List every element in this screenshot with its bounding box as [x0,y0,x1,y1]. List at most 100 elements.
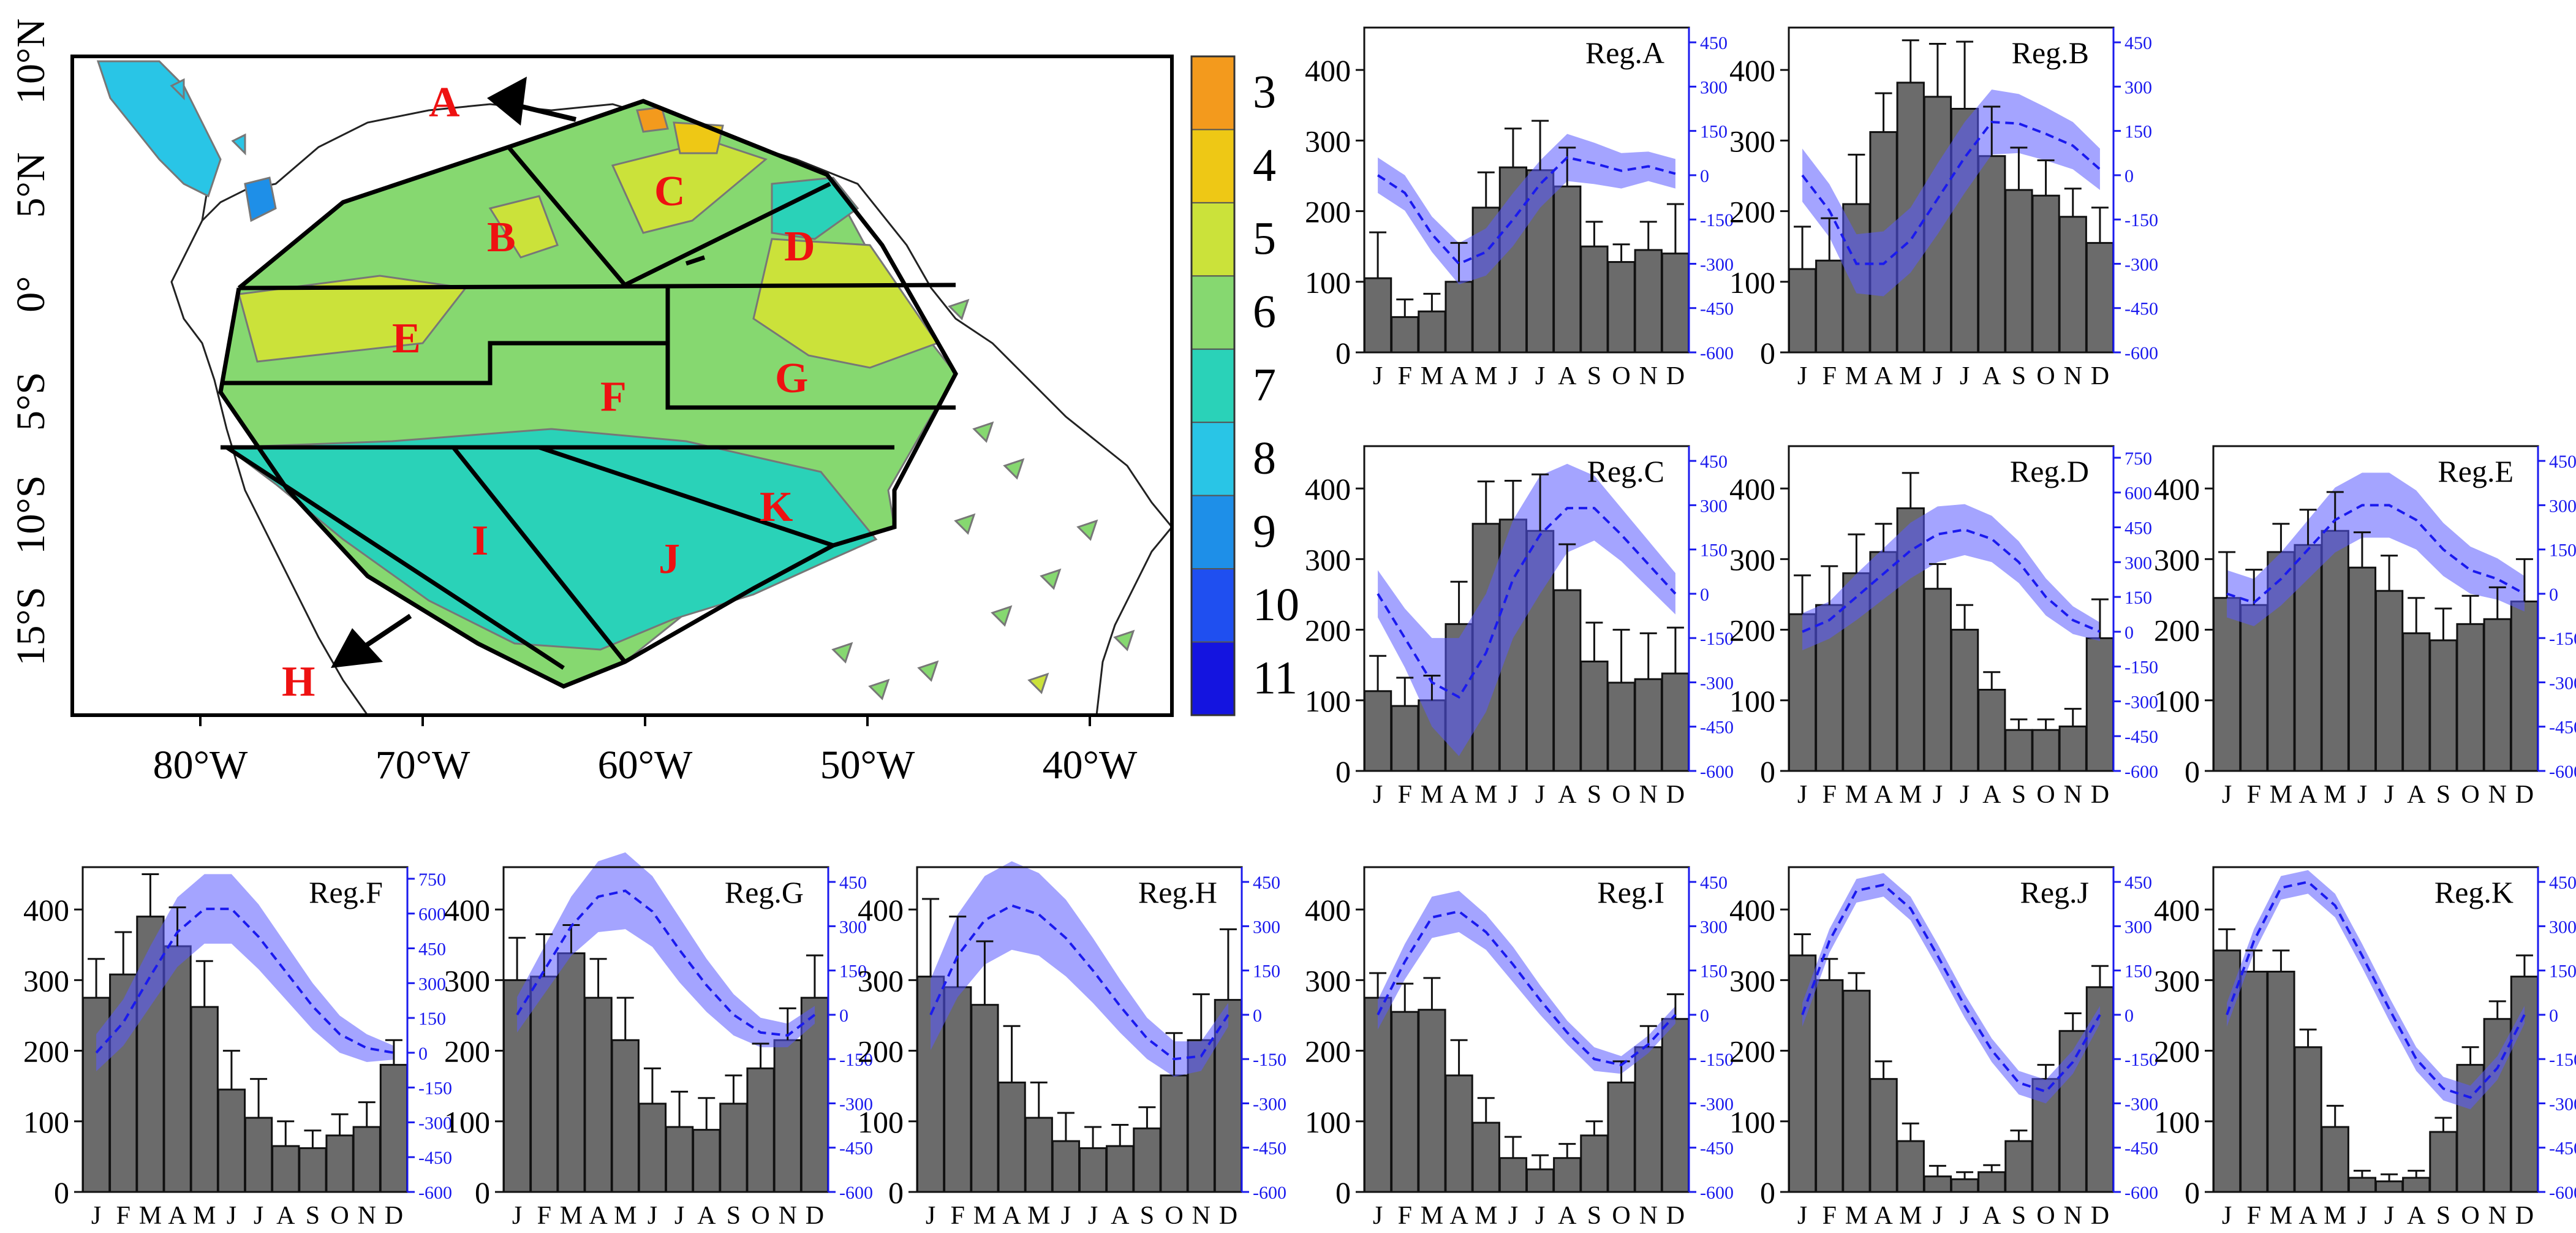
bar-j-5 [217,1088,246,1193]
y2tick-label-750: 750 [2125,449,2152,469]
colorbar-label-7: 7 [1253,360,1276,411]
bar-f-1 [2240,604,2268,772]
bar-j-6 [1525,1168,1555,1193]
xtick-label-9: O [2036,362,2055,390]
y2tick-label-300: 300 [2549,496,2576,516]
xtick-label-10: N [1192,1202,1211,1230]
y2tick-label--300: -300 [1700,1094,1734,1114]
xtick-label-1: F [116,1202,130,1230]
xtick-label-1: F [537,1202,551,1230]
xtick-label-11: D [2091,781,2109,809]
xtick-label-0: J [1797,781,1807,809]
chart-title: Reg.K [2434,875,2514,909]
xtick-label-5: J [1508,781,1518,809]
ytick-label-100: 100 [1305,1105,1351,1139]
arrow-A [487,77,576,126]
map-fill-5b [752,238,939,369]
bar-d-11 [1661,672,1690,772]
ytick-label-300: 300 [23,963,69,998]
chart-title: Reg.C [1587,454,1664,488]
bar-o-9 [2456,623,2485,772]
dashed-line-series [1377,156,1676,265]
xtick-label-10: N [2064,1202,2082,1230]
region-boundaries [218,99,958,689]
y2tick-label-300: 300 [1700,917,1728,937]
line-uncertainty-band [931,861,1228,1077]
bar-o-9 [1607,1081,1636,1193]
colorbar-swatch-4 [1191,129,1235,203]
bar-m-4 [2321,529,2349,772]
xtick-label-7: A [2407,781,2426,809]
xtick-label-11: D [2091,1202,2109,1230]
xtick-label-2: M [1845,362,1868,390]
bar-f-1 [1391,705,1419,772]
map-fill-9 [244,176,277,222]
bar-d-11 [2510,600,2539,772]
xtick-label-10: N [2064,362,2082,390]
lat-tick-0: 0° [9,276,53,312]
xtick-label-0: J [2222,781,2232,809]
ytick-label-0: 0 [888,1175,904,1210]
y2tick-label-150: 150 [418,1009,446,1029]
y2tick-label--150: -150 [2125,1050,2158,1070]
colorbar: 3 4 5 6 7 8 9 10 11 [1190,55,1299,716]
bar-s-8 [1133,1127,1161,1193]
xtick-label-3: A [1449,362,1468,390]
y2tick-label--600: -600 [2125,1183,2158,1203]
y2tick-label-0: 0 [418,1044,428,1064]
region-label-I: I [472,517,488,564]
y2tick-label-150: 150 [2549,962,2576,982]
xtick-label-7: A [1558,362,1577,390]
xtick-label-7: A [1111,1202,1130,1230]
y2tick-label-150: 150 [1700,122,1728,142]
xtick-label-8: S [2436,1202,2450,1230]
region-label-K: K [760,484,793,531]
xtick-label-5: J [227,1202,236,1230]
ytick-label-0: 0 [2185,754,2200,789]
bar-a-7 [271,1145,300,1193]
y2tick-label-150: 150 [1700,541,1728,561]
bar-n-10 [2058,725,2087,772]
bar-m-2 [1842,990,1871,1193]
xtick-label-3: A [1449,1202,1468,1230]
bar-m-2 [557,952,586,1193]
bar-j-0 [2212,597,2242,772]
line-uncertainty-band [2227,472,2525,626]
lon-ticks: 80°W 70°W 60°W 50°W 40°W [153,715,1138,787]
ytick-label-400: 400 [2154,893,2200,927]
bar-j-6 [1950,1178,1979,1193]
xtick-label-10: N [358,1202,376,1230]
bar-s-8 [1580,1134,1609,1193]
region-label-A: A [429,79,460,126]
bar-o-9 [325,1134,354,1193]
line-uncertainty-band [2227,870,2525,1110]
xtick-label-6: J [1960,781,1970,809]
ytick-label-200: 200 [23,1034,69,1069]
region-label-J: J [659,536,680,583]
y2tick-label--600: -600 [418,1183,452,1203]
xtick-label-10: N [1639,781,1658,809]
y2tick-label--300: -300 [839,1094,873,1114]
xtick-label-3: A [1874,781,1893,809]
bar-a-7 [1553,1157,1582,1193]
xtick-label-0: J [1797,1202,1807,1230]
xtick-label-6: J [1535,362,1545,390]
chart-panels: 0100200300400-600-450-300-1500150300450J… [23,26,2576,1230]
chart-title: Reg.A [1585,36,1664,70]
ytick-label-300: 300 [2154,963,2200,998]
y2tick-label--150: -150 [1700,629,1734,649]
chart-reg-e: 0 100 200 300 400 -600 -450 -300 -150 0 150 300 450 J… [2154,445,2576,809]
xtick-label-11: D [806,1202,824,1230]
dashed-line-series [929,904,1229,1061]
bar-a-3 [997,1081,1026,1193]
chart-title: Reg.F [309,875,383,909]
dashed-line-series [2226,880,2526,1099]
dashed-line-series [95,908,395,1054]
xtick-label-2: M [973,1202,996,1230]
bar-m-4 [1896,1140,1925,1193]
xtick-label-9: O [330,1202,349,1230]
xtick-label-3: A [1874,1202,1893,1230]
bar-n-10 [2483,618,2512,772]
chart-title: Reg.J [2020,875,2090,909]
